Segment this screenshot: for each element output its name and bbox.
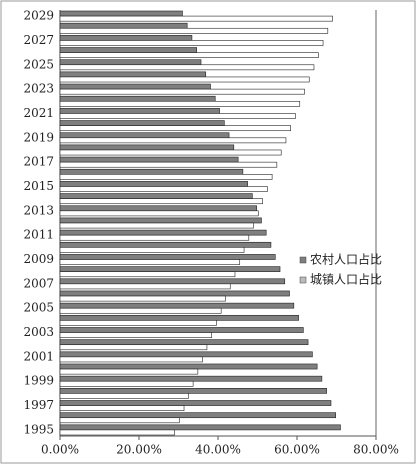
bar [59, 424, 341, 431]
y-tick-label: 2017 [23, 155, 54, 169]
bar [59, 193, 253, 199]
legend-swatch [299, 256, 307, 264]
y-tick-label: 2011 [23, 228, 54, 242]
y-tick-label: 2001 [23, 349, 54, 363]
bar [59, 332, 212, 338]
bar [59, 307, 222, 314]
y-tick-label: 2019 [23, 130, 54, 144]
bar [59, 412, 337, 419]
bar [59, 363, 318, 370]
bar [59, 161, 278, 168]
bar [59, 205, 258, 212]
bar [59, 351, 313, 358]
bar [59, 417, 180, 424]
y-tick-label: 1995 [23, 422, 54, 436]
bar [59, 278, 286, 285]
bar [59, 234, 250, 241]
bar [59, 247, 245, 253]
y-tick-label: 2009 [23, 252, 54, 266]
bar [59, 344, 208, 351]
bar [59, 327, 304, 333]
bar [59, 429, 175, 436]
bar [59, 52, 319, 58]
bar [59, 137, 287, 144]
x-tick-label: 40.00% [195, 443, 241, 457]
bar [59, 222, 254, 229]
bar [59, 22, 188, 29]
x-tick-label: 0.00% [41, 443, 79, 457]
y-tick-label: 2005 [23, 301, 54, 315]
bar [59, 314, 299, 321]
bar [59, 388, 327, 394]
bar [59, 113, 296, 119]
bar [59, 149, 282, 156]
bar [59, 290, 290, 297]
bar [59, 108, 220, 114]
bar [59, 320, 217, 326]
y-tick-label: 2029 [23, 9, 54, 23]
bar [59, 132, 230, 139]
y-tick-label: 2023 [23, 82, 54, 96]
bar [59, 210, 259, 217]
legend-label: 农村人口占比 [310, 252, 382, 267]
bar [59, 380, 194, 387]
bar [59, 100, 301, 107]
bar [59, 302, 295, 309]
bar [59, 295, 226, 302]
bar [59, 181, 248, 187]
x-tick-label: 20.00% [116, 443, 162, 457]
y-tick-label: 2003 [23, 325, 54, 339]
y-tick-label: 1999 [23, 374, 54, 388]
bar [59, 271, 236, 278]
x-tick-label: 80.00% [353, 443, 399, 457]
bar [59, 88, 305, 95]
y-tick-label: 2015 [23, 179, 54, 193]
y-tick-label: 2027 [23, 33, 54, 47]
bar [59, 368, 199, 375]
bar [59, 339, 309, 346]
y-tick-label: 1997 [23, 398, 54, 412]
legend-swatch [299, 276, 307, 284]
y-tick-label: 2007 [23, 276, 54, 290]
bar [59, 40, 324, 46]
bar [59, 168, 244, 175]
bar [59, 83, 211, 90]
bar [59, 254, 276, 260]
bar [59, 47, 197, 53]
legend-label: 城镇人口占比 [310, 272, 382, 287]
bar [59, 198, 263, 205]
x-tick-label: 60.00% [274, 443, 320, 457]
bar [59, 375, 323, 382]
bar [59, 71, 207, 78]
bar [59, 76, 310, 83]
bar [59, 259, 241, 265]
bar [59, 356, 203, 363]
y-tick-label: 2021 [23, 106, 54, 120]
bar [59, 35, 193, 41]
bar [59, 283, 231, 290]
bar [59, 15, 333, 22]
bar [59, 120, 225, 126]
bar [59, 144, 235, 151]
bar [59, 156, 239, 163]
bar [59, 27, 329, 34]
bar [59, 266, 281, 272]
bar [59, 125, 291, 132]
bar [59, 64, 315, 71]
bar [59, 400, 332, 406]
bar [59, 393, 189, 399]
bar [59, 95, 216, 102]
bar [59, 405, 185, 411]
bar [59, 241, 272, 248]
bar [59, 229, 267, 236]
bar [59, 217, 262, 224]
bar [59, 59, 202, 66]
bar [59, 186, 268, 192]
y-tick-label: 2025 [23, 57, 54, 71]
bar [59, 10, 183, 17]
y-tick-label: 2013 [23, 203, 54, 217]
bar [59, 174, 273, 180]
